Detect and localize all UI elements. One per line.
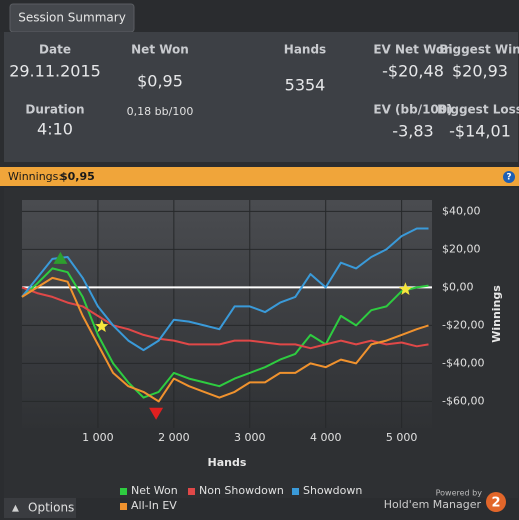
stat-label: EV Net Won [373,43,452,57]
brand-number: 2 [491,496,500,511]
series-line [21,267,429,399]
powered-by: Powered by [436,489,483,498]
marker [95,319,109,332]
stat-value: -$20,48 [382,62,444,81]
marker [53,251,68,264]
y-tick-label: -$20,00 [442,318,484,331]
y-tick-label: $40,00 [442,204,481,217]
series-line [21,227,429,352]
y-tick-label: $20,00 [442,242,481,255]
winnings-bar [0,167,519,186]
brand: Hold'em Manager [384,498,482,511]
options-button[interactable] [4,498,76,518]
stat-value: $0,95 [137,72,183,91]
y-tick-label: $0,00 [442,280,474,293]
stat-label: Biggest Win [439,43,519,57]
winnings-value: $0,95 [60,170,95,183]
y-axis-title: Winnings [490,285,503,343]
series-line [21,276,429,403]
stat-value: -3,83 [392,122,433,141]
options-label[interactable]: Options [28,501,74,515]
legend-label: Non Showdown [199,484,284,497]
stat-label: EV (bb/100) [373,103,452,117]
tab-label[interactable]: Session Summary [18,11,126,25]
options-caret[interactable]: ▲ [12,504,19,514]
stat-label: Duration [25,103,84,117]
x-tick-label: 3 000 [234,431,266,444]
stat-label: Net Won [131,43,189,57]
help-icon[interactable] [503,171,515,183]
y-tick-label: -$40,00 [442,356,484,369]
stat-sub: 0,18 bb/100 [127,105,194,118]
x-tick-label: 5 000 [386,431,418,444]
series-line [21,286,429,350]
stats-panel [4,32,518,162]
stat-value: 4:10 [37,120,73,139]
x-tick-label: 1 000 [82,431,114,444]
legend-swatch [120,503,127,510]
marker [149,407,164,420]
help-text[interactable]: ? [506,173,511,183]
winnings-label: Winnings: [8,170,62,183]
legend-label: Showdown [303,484,362,497]
legend-label: Net Won [131,484,178,497]
stat-value: 5354 [285,76,326,95]
legend-swatch [188,488,195,495]
stat-value: -$14,01 [449,122,511,141]
y-tick-label: -$60,00 [442,394,484,407]
marker [398,282,413,295]
legend-label: All-In EV [131,499,177,512]
brand-logo [486,492,506,512]
legend-swatch [120,488,127,495]
x-axis-title: Hands [208,456,247,469]
x-tick-label: 4 000 [310,431,342,444]
stat-label: Hands [284,43,326,57]
stat-label: Biggest Loss [437,103,519,117]
legend-swatch [292,488,299,495]
x-tick-label: 2 000 [158,431,190,444]
stat-value: 29.11.2015 [9,62,101,81]
chart: 1 000 2 000 3 000 4 000 5 000 $40,00 $20,00 $0,… [21,200,503,512]
stat-label: Date [39,43,71,57]
stat-value: $20,93 [452,62,508,81]
